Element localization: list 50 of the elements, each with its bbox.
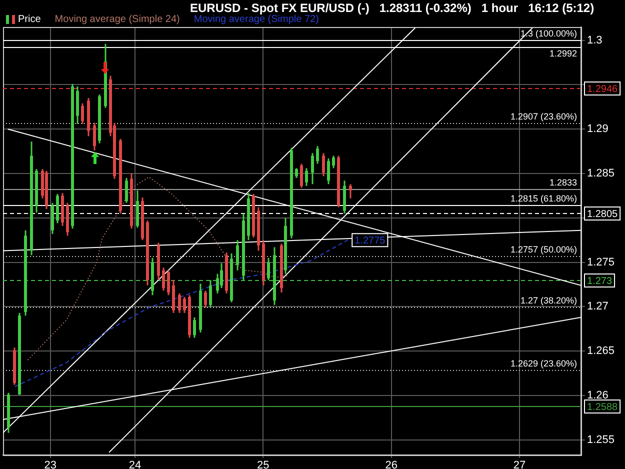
y-tick-label: 1.3	[587, 34, 602, 46]
candlestick	[178, 292, 181, 314]
candlestick	[316, 145, 319, 164]
y-tick-label: 1.29	[587, 123, 608, 136]
candlestick	[204, 290, 207, 308]
chart-title: EURUSD - Spot FX EUR/USD (-) 1.28311 (-0.32%) 1 hour 16:12 (5:12)	[190, 1, 594, 15]
line-series	[14, 240, 348, 388]
y-tick-label: 1.27	[587, 300, 608, 313]
ref-line-label: 1.2815 (61.80%)	[510, 193, 577, 204]
text: Moving average (Simple 72)	[194, 14, 319, 25]
ref-line-label: 1.27 (38.20%)	[520, 295, 577, 306]
candlestick	[167, 270, 170, 296]
candlestick	[349, 183, 352, 200]
candlestick	[295, 167, 298, 179]
ref-line-label: 1.2588	[587, 402, 618, 413]
candlestick	[93, 122, 96, 152]
legend-label: Price	[17, 14, 41, 25]
y-tick-label: 1.265	[587, 345, 615, 358]
candlestick	[81, 102, 84, 125]
y-tick-label: 1.255	[587, 434, 615, 446]
annotation: 1.2775	[354, 235, 386, 246]
x-tick-label: 26	[385, 460, 398, 469]
ref-line-label: 1.2992	[549, 48, 577, 58]
candlestick	[236, 239, 239, 272]
ref-line-label: 1.2946	[587, 84, 618, 95]
candlestick	[332, 155, 335, 169]
candlestick	[183, 296, 186, 314]
y-tick-label: 1.285	[587, 168, 615, 180]
y-tick-label: 1.275	[587, 256, 615, 268]
candlestick	[327, 158, 330, 185]
ref-line-label: 1.2757 (50.00%)	[510, 244, 577, 254]
y-tick-label: 1.26	[587, 390, 608, 402]
x-tick-label: 23	[44, 460, 57, 469]
text: Moving average (Simple 24)	[54, 14, 180, 25]
line-series	[27, 176, 289, 360]
ref-line-label: 1.2805	[587, 208, 618, 220]
candlestick	[305, 167, 308, 187]
ref-line-label: 1.2907 (23.60%)	[510, 111, 577, 122]
candlestick	[125, 177, 128, 204]
x-tick-label: 24	[128, 460, 142, 469]
ref-line-label: 1.2833	[549, 177, 577, 188]
ref-line-label: 1.273	[587, 276, 612, 287]
candlestick	[162, 266, 165, 292]
x-tick-label: 25	[257, 460, 270, 469]
x-tick-label: 27	[513, 460, 526, 469]
candlestick	[193, 316, 196, 339]
candlestick	[300, 162, 303, 188]
ref-line-label: 1.2629 (23.60%)	[510, 358, 577, 368]
candlestick	[322, 152, 325, 177]
candlestick	[311, 152, 314, 185]
